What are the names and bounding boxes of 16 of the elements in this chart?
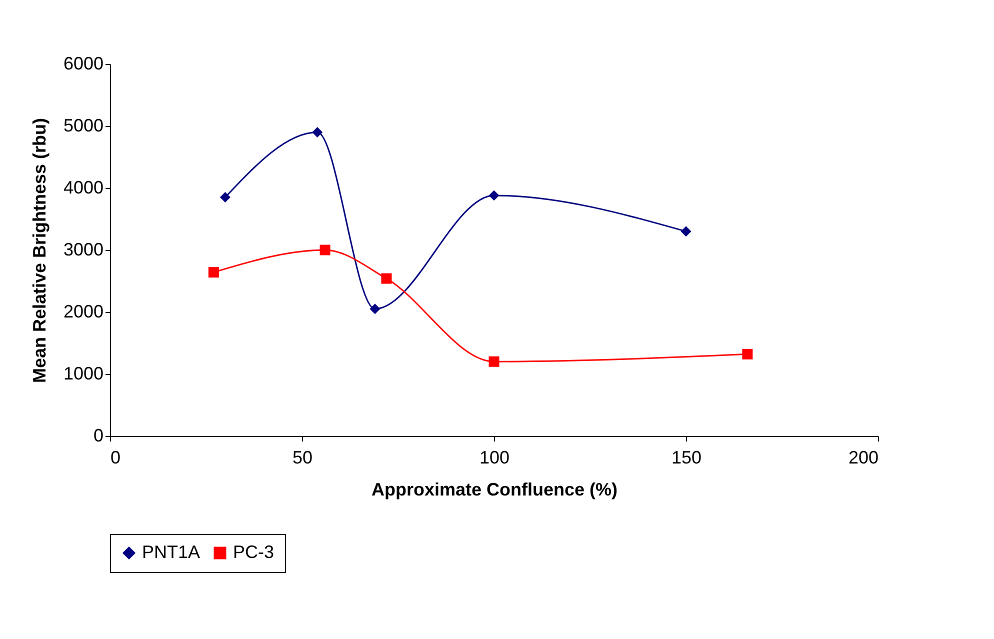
y-tick-label: 1000 xyxy=(63,364,104,384)
legend-label: PNT1A xyxy=(142,542,200,562)
x-tick-label: 0 xyxy=(110,448,121,468)
x-tick-label: 100 xyxy=(479,448,510,468)
x-tick-label: 150 xyxy=(671,448,702,468)
y-tick-label: 4000 xyxy=(63,178,104,198)
y-tick-label: 2000 xyxy=(63,302,104,322)
x-tick-label: 50 xyxy=(292,448,313,468)
legend-label: PC-3 xyxy=(233,542,274,562)
x-axis-title: Approximate Confluence (%) xyxy=(371,480,618,500)
x-tick-label: 200 xyxy=(848,448,878,468)
y-tick-label: 5000 xyxy=(63,116,104,136)
y-tick-label: 6000 xyxy=(63,54,104,74)
y-axis-title: Mean Relative Brightness (rbu) xyxy=(29,118,50,384)
y-tick-label: 0 xyxy=(93,426,104,446)
y-tick-label: 3000 xyxy=(63,240,104,260)
